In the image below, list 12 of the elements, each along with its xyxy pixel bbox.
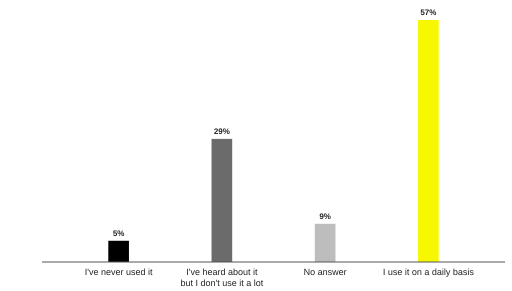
x-tick-label: I've never used it	[84, 267, 153, 277]
bar	[212, 138, 232, 262]
bar	[108, 240, 129, 262]
data-label: 29%	[214, 126, 230, 136]
data-label: 9%	[319, 212, 331, 221]
x-tick-label: I use it on a daily basis	[382, 267, 474, 277]
x-tick-label: I've heard about it but I don't use it a lot	[180, 267, 264, 288]
data-label: 57%	[420, 8, 436, 17]
bar	[314, 224, 336, 262]
bar	[418, 20, 439, 262]
x-tick-label: No answer	[304, 267, 347, 277]
data-label: 5%	[112, 228, 124, 238]
